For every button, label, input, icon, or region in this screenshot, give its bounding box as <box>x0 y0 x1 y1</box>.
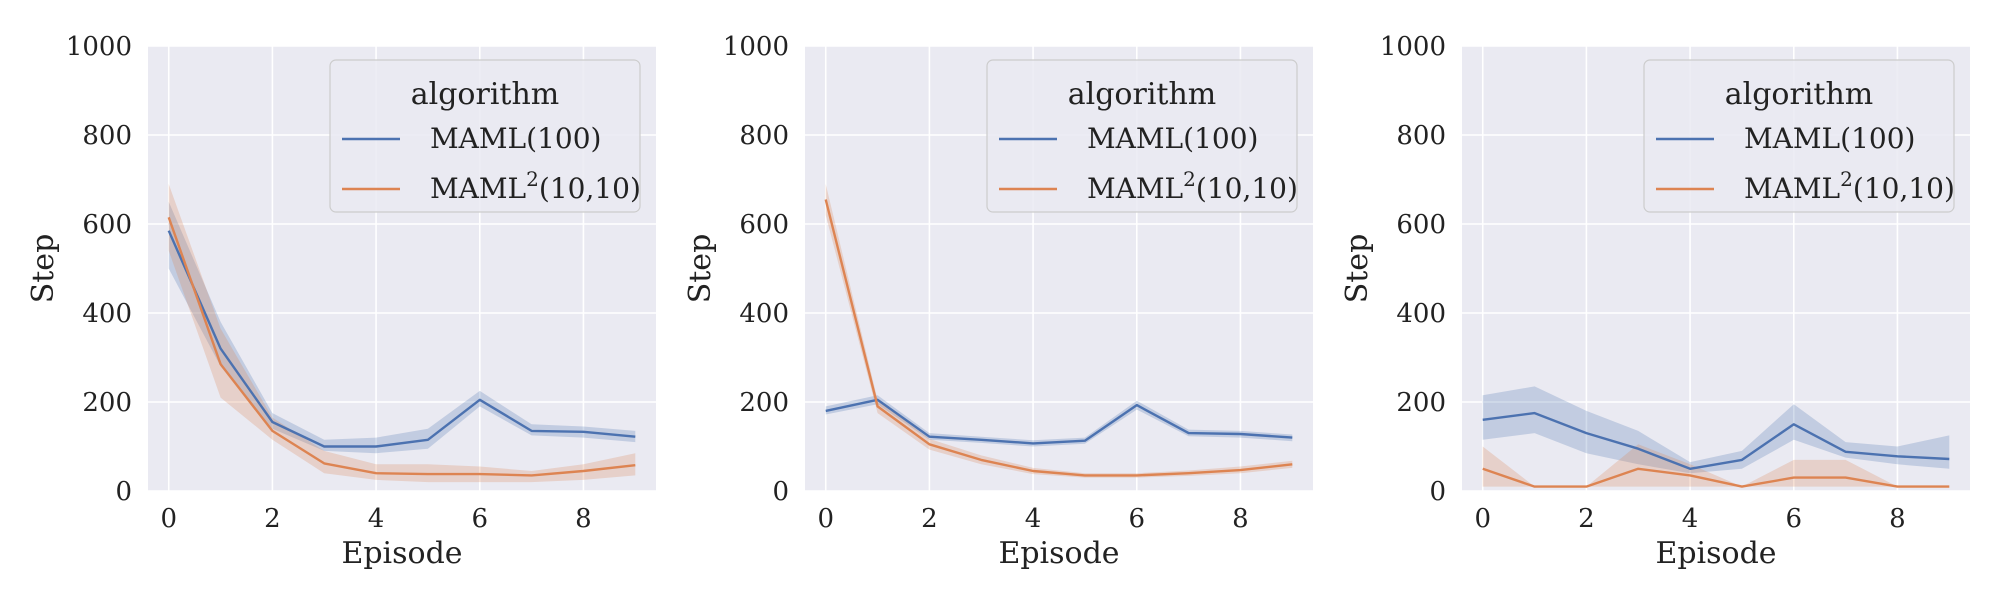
y-tick-label: 200 <box>739 388 789 418</box>
y-tick-label: 200 <box>82 388 132 418</box>
legend-label-maml-100: MAML(100) <box>430 122 601 155</box>
legend-label-maml2-10-10: MAML2(10,10) <box>1744 167 1955 205</box>
y-tick-label: 800 <box>82 121 132 151</box>
legend-frame <box>1643 59 1955 213</box>
x-tick-label: 6 <box>1128 504 1145 534</box>
x-tick-label: 0 <box>817 504 834 534</box>
x-tick-label: 2 <box>1578 504 1595 534</box>
confidence-band-maml-100 <box>1482 386 1950 474</box>
legend: algorithm MAML(100) MAML2(10,10) <box>986 59 1298 213</box>
x-tick-label: 8 <box>1889 504 1906 534</box>
legend-title: algorithm <box>1068 77 1217 112</box>
y-tick-label: 200 <box>1396 388 1446 418</box>
chart-panel-1: 0 2 4 6 8 0 200 400 600 800 1000 Episode Step algorit… <box>26 32 656 571</box>
legend: algorithm MAML(100) MAML2(10,10) <box>329 59 641 213</box>
legend-title: algorithm <box>1725 77 1874 112</box>
y-axis-title: Step <box>26 234 61 304</box>
series-line-maml2-10-10 <box>167 216 636 477</box>
legend-label-maml-100: MAML(100) <box>1087 122 1258 155</box>
x-tick-label: 4 <box>1682 504 1699 534</box>
x-tick-label: 0 <box>160 504 177 534</box>
legend-title: algorithm <box>411 77 560 112</box>
series-line-maml-100 <box>825 398 1293 445</box>
legend-label-superscript: 2 <box>526 167 539 191</box>
x-axis-title: Episode <box>998 536 1119 571</box>
x-tick-label: 4 <box>368 504 385 534</box>
x-tick-label: 8 <box>575 504 592 534</box>
legend-label-text: MAML(100) <box>1744 122 1915 155</box>
legend-frame <box>329 59 641 213</box>
x-tick-label: 0 <box>1474 504 1491 534</box>
y-tick-label: 600 <box>739 210 789 240</box>
chart-panel-3: 0 2 4 6 8 0 200 400 600 800 1000 Episode Step algorit… <box>1340 32 1970 571</box>
legend-label-base: MAML <box>1087 172 1183 205</box>
legend-label-superscript: 2 <box>1183 167 1196 191</box>
x-tick-label: 2 <box>921 504 938 534</box>
y-tick-label: 400 <box>1396 299 1446 329</box>
chart-panel-2: 0 2 4 6 8 0 200 400 600 800 1000 Episode Step algorit… <box>683 32 1313 571</box>
y-tick-label: 0 <box>1429 477 1446 507</box>
y-tick-label: 0 <box>772 477 789 507</box>
series-line-maml-100 <box>1482 411 1950 470</box>
legend-label-rest: (10,10) <box>1196 172 1298 205</box>
legend-frame <box>986 59 1298 213</box>
y-tick-label: 400 <box>82 299 132 329</box>
y-tick-label: 800 <box>739 121 789 151</box>
legend-label-text: MAML(100) <box>430 122 601 155</box>
series-line-maml2-10-10 <box>824 199 1293 477</box>
y-axis-title: Step <box>1340 234 1375 304</box>
legend-label-maml2-10-10: MAML2(10,10) <box>430 167 641 205</box>
legend-label-base: MAML <box>430 172 526 205</box>
y-tick-label: 400 <box>739 299 789 329</box>
legend-label-maml-100: MAML(100) <box>1744 122 1915 155</box>
legend-label-superscript: 2 <box>1840 167 1853 191</box>
confidence-band-maml-100 <box>168 201 636 454</box>
y-tick-label: 0 <box>115 477 132 507</box>
y-axis-title: Step <box>683 234 718 304</box>
legend-label-text: MAML(100) <box>1087 122 1258 155</box>
y-tick-label: 600 <box>1396 210 1446 240</box>
y-tick-label: 1000 <box>1380 32 1446 62</box>
x-tick-label: 4 <box>1025 504 1042 534</box>
x-axis-title: Episode <box>1655 536 1776 571</box>
y-tick-label: 800 <box>1396 121 1446 151</box>
series-line-maml2-10-10 <box>1482 467 1950 488</box>
confidence-band-maml2-10-10 <box>1482 444 1950 487</box>
legend-label-base: MAML <box>1744 172 1840 205</box>
legend: algorithm MAML(100) MAML2(10,10) <box>1643 59 1955 213</box>
x-tick-label: 2 <box>264 504 281 534</box>
y-tick-label: 1000 <box>66 32 132 62</box>
x-tick-label: 6 <box>471 504 488 534</box>
y-tick-label: 600 <box>82 210 132 240</box>
y-tick-label: 1000 <box>723 32 789 62</box>
legend-label-rest: (10,10) <box>1853 172 1955 205</box>
legend-label-rest: (10,10) <box>539 172 641 205</box>
x-axis-title: Episode <box>341 536 462 571</box>
series-line-maml-100 <box>167 230 636 448</box>
x-tick-label: 8 <box>1232 504 1249 534</box>
x-tick-label: 6 <box>1785 504 1802 534</box>
legend-label-maml2-10-10: MAML2(10,10) <box>1087 167 1298 205</box>
